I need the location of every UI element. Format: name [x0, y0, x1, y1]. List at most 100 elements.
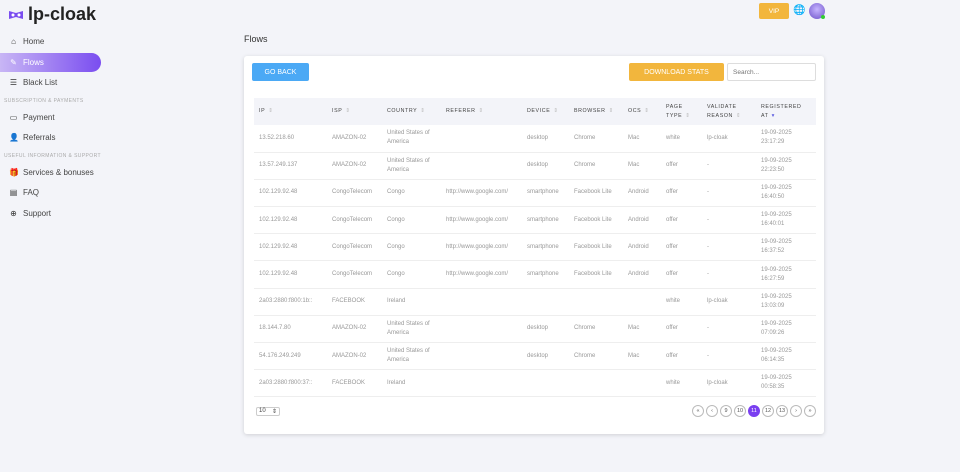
table-cell: CongoTelecom — [327, 179, 382, 208]
column-header[interactable]: REFERER ⇕ — [441, 98, 522, 125]
table-cell: desktop — [522, 152, 569, 180]
sidebar-item-payment[interactable]: ▭ Payment — [0, 108, 101, 127]
table-cell: 19-09-2025 16:27:59 — [756, 260, 816, 289]
table-cell: Android — [623, 233, 661, 262]
go-back-button[interactable]: GO BACK — [252, 63, 309, 81]
globe-icon[interactable]: 🌐 — [793, 5, 806, 16]
search-input[interactable] — [727, 63, 816, 81]
sidebar-item-referrals[interactable]: 👤 Referrals — [0, 128, 101, 147]
table-cell: Congo — [382, 260, 441, 289]
table-cell: Mac — [623, 152, 661, 180]
table-cell: Mac — [623, 342, 661, 371]
sidebar-item-support[interactable]: ⊕ Support — [0, 204, 101, 223]
page-button[interactable]: 12 — [762, 405, 774, 417]
table-cell: - — [702, 315, 756, 344]
table-cell: 18.144.7.80 — [254, 315, 327, 344]
faq-icon: ▤ — [9, 188, 18, 197]
column-header[interactable]: IP ⇕ — [254, 98, 327, 125]
sidebar-item-faq[interactable]: ▤ FAQ — [0, 183, 101, 202]
column-header[interactable]: ISP ⇕ — [327, 98, 382, 125]
table-cell: Congo — [382, 179, 441, 208]
logo[interactable]: lp-cloak — [8, 4, 96, 25]
page-button[interactable]: 11 — [748, 405, 760, 417]
sort-icon: ⇕ — [268, 108, 274, 114]
table-cell: offer — [661, 342, 702, 371]
sidebar-item-flows[interactable]: ✎ Flows — [0, 52, 101, 72]
table-cell: CongoTelecom — [327, 233, 382, 262]
sort-icon: ⇕ — [608, 108, 614, 114]
flows-table: IP ⇕ ISP ⇕ COUNTRY ⇕ REFERER ⇕ DEVICE ⇕ BROWSER ⇕ OC… — [254, 98, 816, 398]
page-button[interactable]: › — [790, 405, 802, 417]
vip-button[interactable]: VIP — [759, 3, 789, 19]
page-button[interactable]: 10 — [734, 405, 746, 417]
sidebar-item-services-bonuses[interactable]: 🎁 Services & bonuses — [0, 163, 101, 182]
table-cell: 19-09-2025 16:40:50 — [756, 179, 816, 208]
table-cell: AMAZON-02 — [327, 315, 382, 344]
table-row: 102.129.92.48 CongoTelecom Congo http://www… — [254, 179, 816, 208]
table-cell: 2a03:2880:f800:37:: — [254, 369, 327, 398]
sidebar-item-home[interactable]: ⌂ Home — [0, 32, 101, 51]
table-cell: 19-09-2025 16:37:52 — [756, 233, 816, 262]
flows-card: GO BACK DOWNLOAD STATS IP⇕ISP⇕COUNTRY⇕RE… — [244, 56, 824, 434]
column-header[interactable]: VALIDATE REASON ⇕ — [702, 98, 756, 125]
column-header[interactable]: REGISTERED AT ▾ — [756, 98, 816, 125]
table-cell: 19-09-2025 23:17:29 — [756, 125, 816, 153]
page-button[interactable]: 9 — [720, 405, 732, 417]
download-stats-button[interactable]: DOWNLOAD STATS — [629, 63, 724, 81]
table-cell: http://www.google.com/ — [441, 233, 522, 262]
sidebar-item-label: Home — [23, 37, 45, 46]
sidebar-item-label: Support — [23, 208, 52, 218]
table-cell: Chrome — [569, 152, 623, 180]
table-cell: offer — [661, 152, 702, 180]
table-cell: 54.176.249.249 — [254, 342, 327, 371]
table-cell: 19-09-2025 16:40:01 — [756, 206, 816, 235]
table-cell: Facebook Lite — [569, 206, 623, 235]
column-header[interactable]: OCS ⇕ — [623, 98, 661, 125]
column-header[interactable]: COUNTRY ⇕ — [382, 98, 441, 125]
page-button[interactable]: ‹ — [706, 405, 718, 417]
table-cell: desktop — [522, 342, 569, 371]
gift-icon: 🎁 — [9, 167, 19, 177]
table-cell: Chrome — [569, 125, 623, 153]
table-cell: 19-09-2025 22:23:50 — [756, 152, 816, 180]
table-cell: lp-cloak — [702, 369, 756, 398]
table-cell: United States of America — [382, 152, 441, 180]
table-cell: CongoTelecom — [327, 260, 382, 289]
table-cell: Android — [623, 179, 661, 208]
table-cell: 102.129.92.48 — [254, 179, 327, 208]
table-cell: Congo — [382, 233, 441, 262]
table-cell: - — [702, 179, 756, 208]
page-size-select[interactable]: 10 ⇕ — [256, 407, 280, 416]
table-cell: desktop — [522, 315, 569, 344]
table-cell: Ireland — [382, 288, 441, 316]
list-icon: ☰ — [9, 78, 18, 87]
table-cell: smartphone — [522, 233, 569, 262]
page-button[interactable]: « — [692, 405, 704, 417]
table-cell: FACEBOOK — [327, 369, 382, 398]
credit-card-icon: ▭ — [9, 112, 18, 122]
page-button[interactable]: 13 — [776, 405, 788, 417]
sidebar-item-black-list[interactable]: ☰ Black List — [0, 73, 101, 92]
table-cell: Android — [623, 260, 661, 289]
page-title: Flows — [244, 34, 268, 44]
column-header[interactable]: BROWSER ⇕ — [569, 98, 623, 125]
sidebar-item-label: Flows — [23, 57, 44, 67]
table-cell: 2a03:2880:f800:1b:: — [254, 288, 327, 316]
sidebar-item-label: FAQ — [23, 188, 40, 197]
table-cell: white — [661, 125, 702, 153]
table-cell: Facebook Lite — [569, 233, 623, 262]
column-header[interactable]: PAGE TYPE ⇕ — [661, 98, 702, 125]
sidebar-item-label: Referrals — [23, 133, 56, 142]
avatar[interactable] — [809, 3, 825, 19]
table-cell: Congo — [382, 206, 441, 235]
page-button[interactable]: » — [804, 405, 816, 417]
table-cell: AMAZON-02 — [327, 342, 382, 371]
table-cell: United States of America — [382, 315, 441, 344]
table-cell: FACEBOOK — [327, 288, 382, 316]
table-cell: AMAZON-02 — [327, 125, 382, 153]
flows-icon: ✎ — [10, 57, 17, 67]
table-cell — [623, 288, 661, 316]
table-row: 2a03:2880:f800:1b:: FACEBOOK Ireland white l… — [254, 288, 816, 316]
column-header[interactable]: DEVICE ⇕ — [522, 98, 569, 125]
table-cell: - — [702, 260, 756, 289]
